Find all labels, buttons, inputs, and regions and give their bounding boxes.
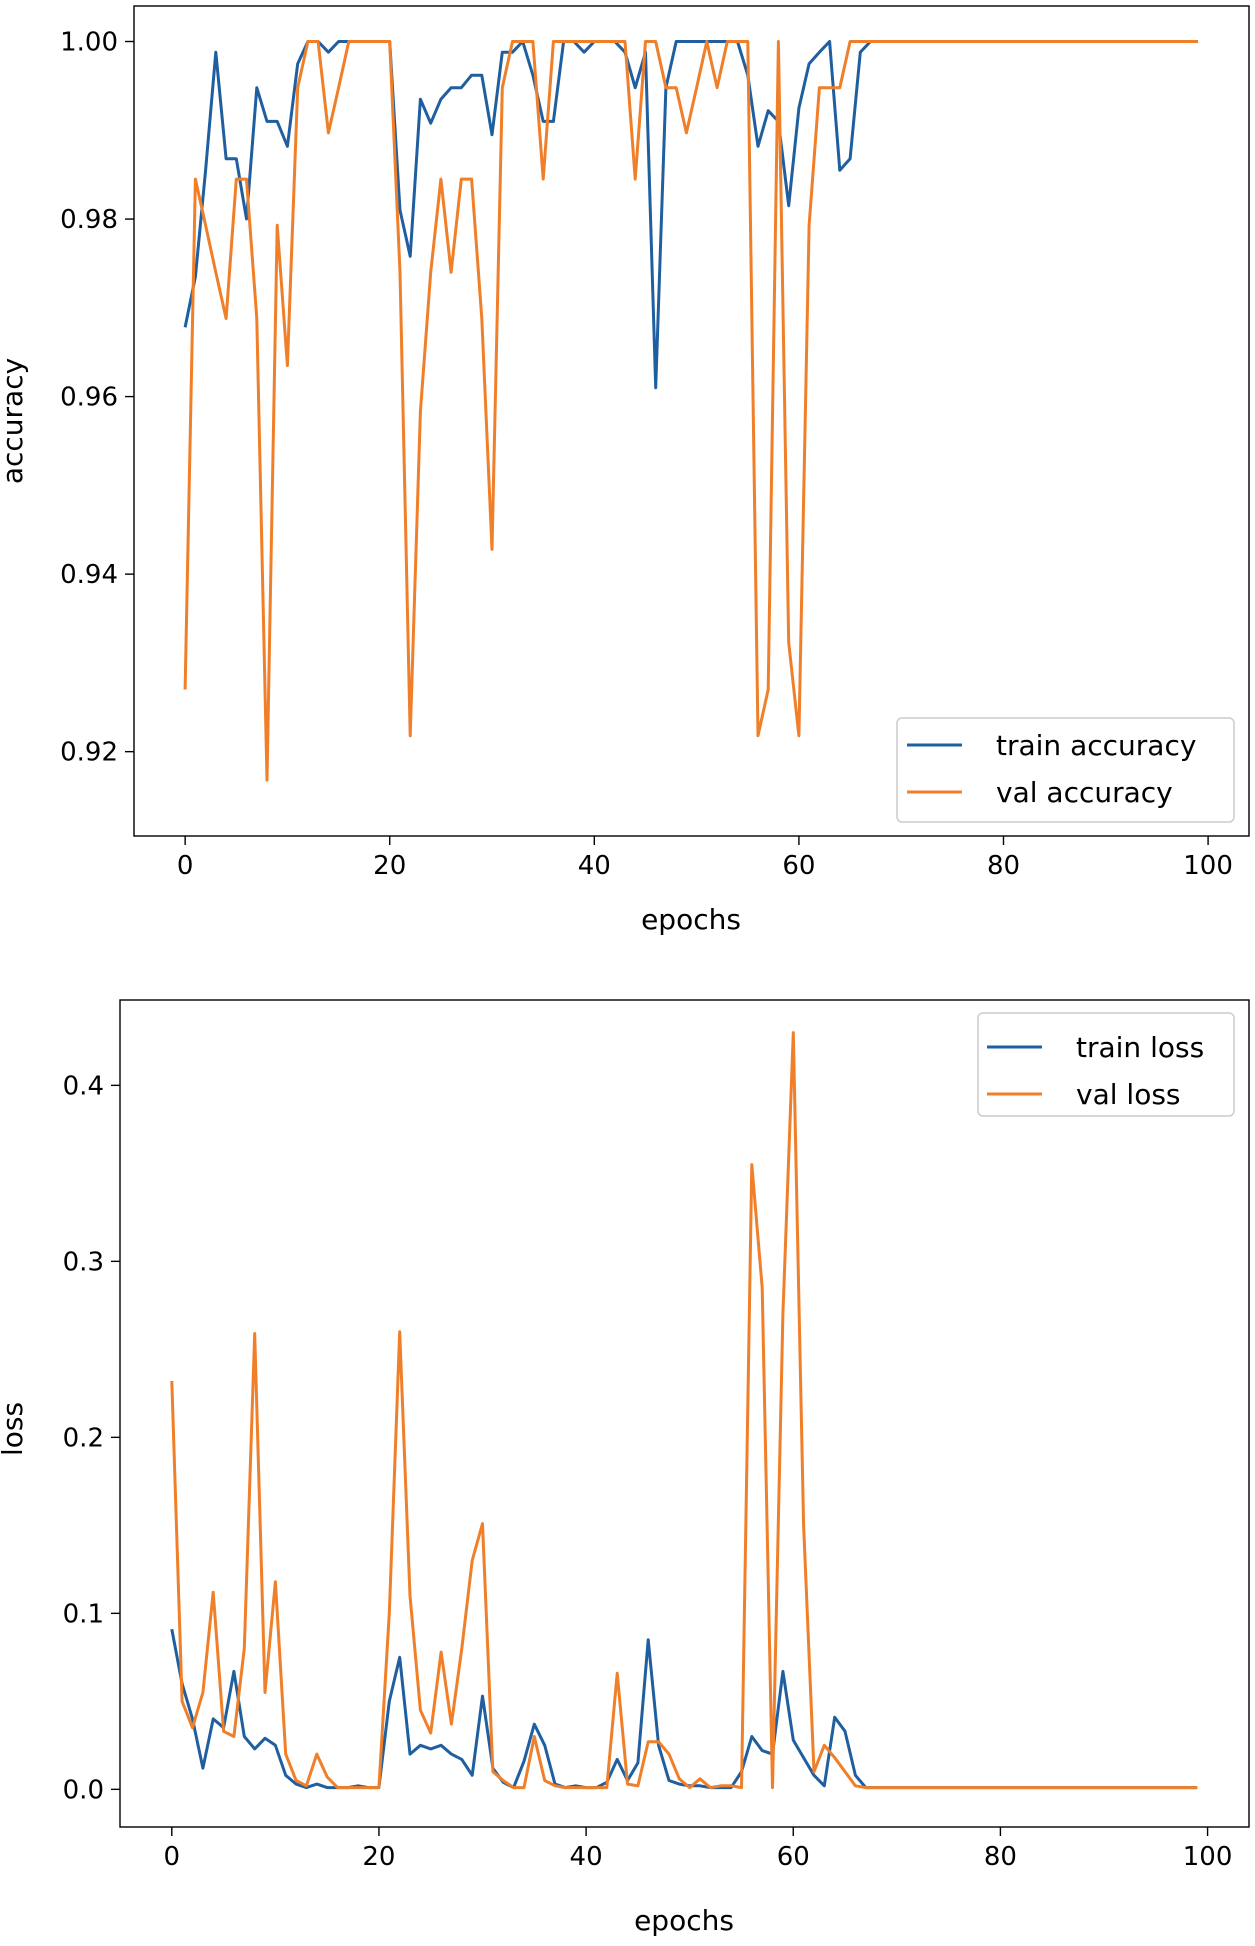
- loss-x-tick-label: 20: [362, 1842, 395, 1872]
- accuracy-y-axis-label: accuracy: [0, 358, 29, 484]
- accuracy-series-lines: [183, 40, 1198, 782]
- accuracy-legend-label-val: val accuracy: [996, 776, 1173, 809]
- loss-x-tick-label: 100: [1183, 1842, 1233, 1872]
- accuracy-chart: 0 20 40 60 80 100 0.92 0.94 0.96 0.98 1.00 epochs…: [0, 5, 1250, 936]
- loss-plot-frame: [119, 999, 1250, 1828]
- accuracy-x-tick-label: 40: [578, 851, 611, 881]
- loss-series-train-line: [170, 1628, 1198, 1790]
- accuracy-x-ticks: 0 20 40 60 80 100: [177, 836, 1233, 881]
- accuracy-x-tick-label: 80: [987, 851, 1020, 881]
- accuracy-y-tick-label: 0.94: [60, 560, 118, 590]
- accuracy-x-tick-label: 0: [177, 851, 194, 881]
- loss-y-axis-label: loss: [0, 1402, 29, 1456]
- loss-legend: train loss val loss: [977, 1012, 1235, 1117]
- accuracy-y-tick-label: 0.98: [60, 205, 118, 235]
- accuracy-legend-label-train: train accuracy: [996, 729, 1196, 762]
- accuracy-x-tick-label: 60: [782, 851, 815, 881]
- loss-legend-label-train: train loss: [1076, 1031, 1204, 1064]
- loss-y-tick-label: 0.2: [63, 1423, 104, 1453]
- loss-series-lines: [170, 1031, 1198, 1790]
- loss-x-tick-label: 40: [570, 1842, 603, 1872]
- loss-y-tick-label: 0.0: [63, 1775, 104, 1805]
- loss-x-axis-label: epochs: [634, 1904, 734, 1937]
- loss-y-tick-label: 0.3: [63, 1247, 104, 1277]
- accuracy-legend: train accuracy val accuracy: [896, 717, 1235, 823]
- accuracy-y-ticks: 0.92 0.94 0.96 0.98 1.00: [60, 28, 134, 768]
- loss-y-tick-label: 0.1: [63, 1599, 104, 1629]
- accuracy-x-axis-label: epochs: [641, 903, 741, 936]
- accuracy-plot-frame: [133, 5, 1250, 837]
- loss-x-tick-label: 80: [984, 1842, 1017, 1872]
- accuracy-y-tick-label: 0.96: [60, 383, 118, 413]
- accuracy-x-tick-label: 20: [373, 851, 406, 881]
- loss-x-ticks: 0 20 40 60 80 100: [164, 1827, 1233, 1872]
- loss-legend-label-val: val loss: [1076, 1078, 1181, 1111]
- accuracy-series-val-line: [183, 40, 1198, 782]
- loss-chart: 0 20 40 60 80 100 0.0 0.1 0.2 0.3 0.4 epochs loss…: [0, 999, 1250, 1937]
- accuracy-legend-box: [896, 717, 1235, 823]
- loss-series-val-line: [170, 1031, 1198, 1790]
- loss-y-tick-label: 0.4: [63, 1071, 104, 1101]
- loss-y-ticks: 0.0 0.1 0.2 0.3 0.4: [63, 1071, 120, 1805]
- accuracy-x-tick-label: 100: [1183, 851, 1233, 881]
- accuracy-y-tick-label: 0.92: [60, 738, 118, 768]
- accuracy-y-tick-label: 1.00: [60, 28, 118, 58]
- loss-legend-box: [977, 1012, 1235, 1117]
- loss-x-tick-label: 60: [777, 1842, 810, 1872]
- loss-x-tick-label: 0: [164, 1842, 181, 1872]
